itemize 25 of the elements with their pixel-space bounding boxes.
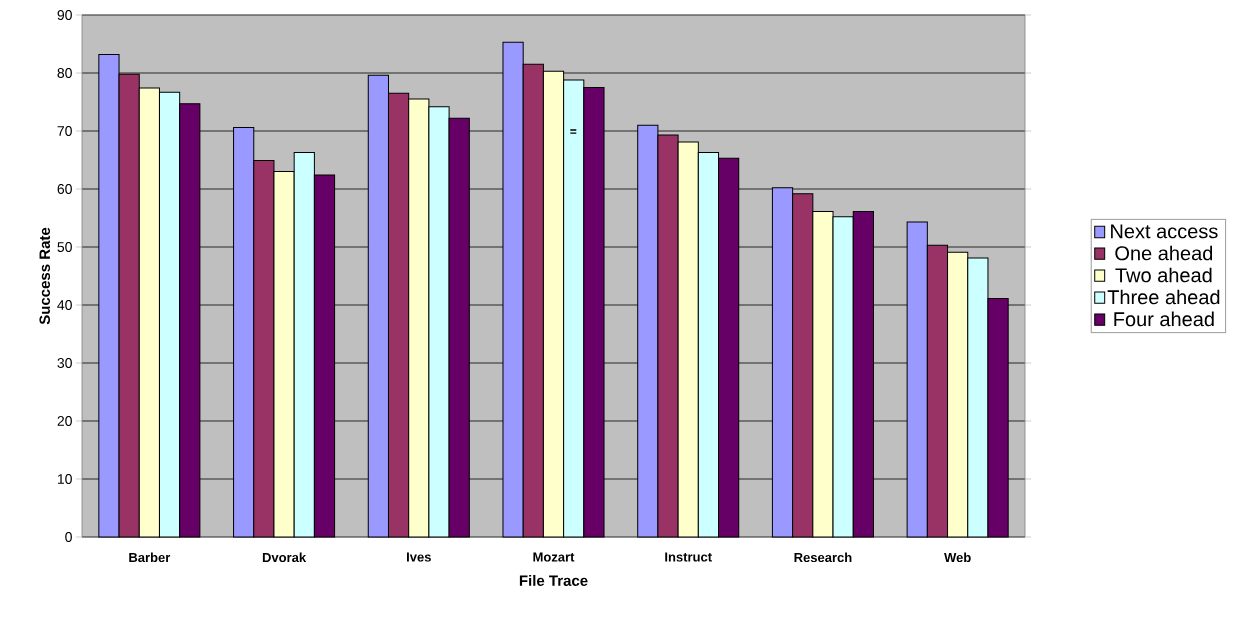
x-tick-label: Barber (129, 552, 171, 563)
x-tick-label: Web (944, 552, 971, 563)
legend-label: Two ahead (1115, 267, 1212, 283)
x-tick-label: Mozart (533, 552, 575, 562)
x-tick-label: Instruct (665, 552, 712, 562)
x-axis-title: File Trace (519, 574, 588, 586)
legend-label: Next access (1111, 224, 1218, 239)
y-tick-label: 0 (65, 532, 72, 542)
legend-label: Four ahead (1114, 311, 1214, 327)
annotation: = (570, 129, 577, 134)
y-tick-label: 80 (57, 68, 72, 78)
y-tick-label: 20 (57, 416, 72, 426)
y-axis-title: Success Rate (39, 227, 51, 325)
x-tick-label: Ives (407, 552, 431, 562)
y-tick-label: 90 (57, 10, 72, 20)
y-tick-label: 10 (57, 474, 72, 484)
x-tick-label: Dvorak (262, 552, 307, 563)
y-tick-label: 60 (57, 184, 72, 194)
legend-label: Three ahead (1107, 289, 1220, 305)
x-tick-label: Research (794, 552, 852, 563)
y-tick-label: 50 (57, 242, 72, 252)
legend-label: One ahead (1115, 245, 1213, 261)
y-tick-label: 30 (57, 358, 72, 368)
y-tick-label: 70 (57, 126, 72, 136)
y-tick-label: 40 (57, 300, 72, 310)
